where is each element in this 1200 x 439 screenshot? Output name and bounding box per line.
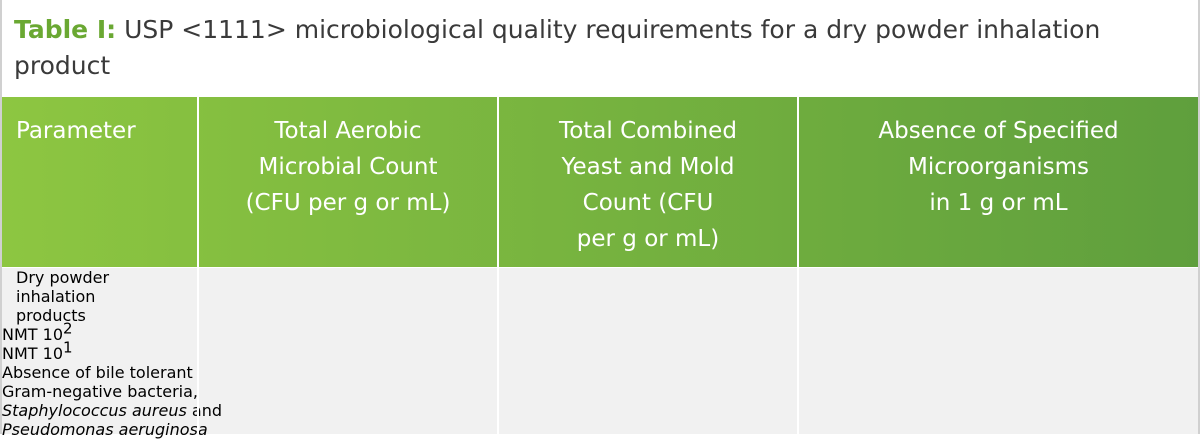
- column-divider: [797, 268, 799, 434]
- caption-text: USP <1111> microbiological quality requi…: [14, 15, 1101, 80]
- italic-text: Pseudomonas aeruginosa: [2, 420, 208, 439]
- body-row: Dry powder inhalation products NMT 102 NMT 1…: [2, 268, 1198, 439]
- cell: Dry powder inhalation products: [2, 268, 211, 325]
- cell: NMT 102: [2, 321, 300, 344]
- superscript: 2: [63, 319, 73, 338]
- cell-line: NMT 101: [2, 340, 300, 363]
- column-divider: [197, 268, 199, 434]
- cell-line: Absence of bile tolerant: [2, 363, 401, 382]
- cell: Total Combined Yeast and Mold Count (CFU pe…: [499, 97, 797, 267]
- cell: NMT 101: [2, 340, 300, 363]
- cell-line: Pseudomonas aeruginosa: [2, 420, 401, 439]
- cell-text: Absence of bile tolerant: [2, 363, 193, 382]
- cell-line: Gram-negative bacteria,: [2, 382, 401, 401]
- cell-text: NMT 10: [2, 325, 63, 344]
- cell-text: NMT 10: [2, 344, 63, 363]
- header-line: Absence of Specified: [878, 118, 1119, 144]
- column-divider: [497, 268, 499, 434]
- header-line: Total Aerobic: [274, 118, 422, 144]
- superscript: 1: [63, 338, 73, 357]
- header-line: Parameter: [16, 118, 136, 144]
- cell-line: NMT 102: [2, 321, 300, 344]
- cell-text: Gram-negative bacteria,: [2, 382, 198, 401]
- header-row: Parameter Total Aerobic Microbial Count (CF…: [2, 97, 1198, 267]
- header-line: (CFU per g or mL): [245, 190, 451, 216]
- cell: Absence of Specified Microorganisms in 1 g…: [799, 97, 1198, 267]
- italic-text: Staphylococcus aureus: [2, 401, 187, 420]
- column-divider: [197, 97, 199, 267]
- header-line: Count (CFU: [582, 190, 714, 216]
- header-line: Total Combined: [559, 118, 737, 144]
- header-line: per g or mL): [576, 226, 720, 252]
- column-divider: [797, 97, 799, 267]
- cell: Total Aerobic Microbial Count (CFU per g o…: [199, 97, 497, 267]
- cell-line: inhalation: [16, 287, 96, 306]
- header-line: in 1 g or mL: [929, 190, 1068, 216]
- column-divider: [497, 97, 499, 267]
- caption-label: Table I:: [14, 15, 117, 44]
- cell-line: Staphylococcus aureus and: [2, 401, 401, 420]
- header-line: Microbial Count: [258, 154, 438, 180]
- caption: Table I: USP <1111> microbiological qual…: [14, 12, 1189, 84]
- cell-text: and: [186, 401, 223, 420]
- header-line: Yeast and Mold: [561, 154, 735, 180]
- cell: Parameter: [2, 97, 197, 267]
- cell-line: products: [16, 306, 86, 325]
- header-line: Microorganisms: [907, 154, 1090, 180]
- cell-line: Dry powder: [16, 268, 110, 287]
- cell: Absence of bile tolerant Gram-negative ba…: [2, 363, 401, 439]
